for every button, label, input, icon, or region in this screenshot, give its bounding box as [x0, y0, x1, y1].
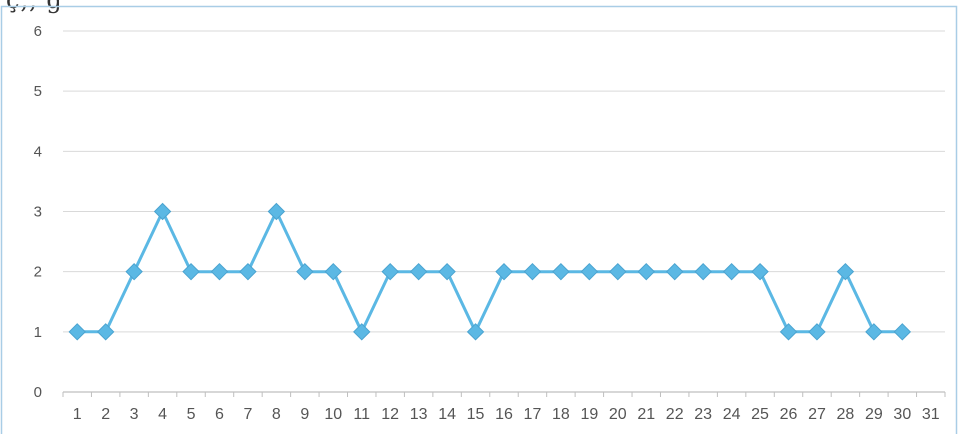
data-point-23 [694, 262, 712, 281]
x-tick-label-21: 21 [637, 406, 655, 423]
data-point-25 [751, 262, 769, 281]
data-point-12 [381, 262, 399, 281]
data-point-8 [267, 202, 286, 221]
data-point-29 [865, 323, 883, 341]
data-point-9 [296, 262, 314, 281]
x-tick-label-22: 22 [666, 406, 684, 423]
data-point-18 [552, 262, 570, 281]
data-point-19 [580, 262, 599, 281]
x-tick-label-29: 29 [865, 406, 883, 423]
data-point-20 [609, 262, 627, 281]
x-tick-label-17: 17 [524, 406, 542, 423]
x-tick-label-12: 12 [381, 406, 399, 423]
x-tick-label-2: 2 [101, 406, 110, 423]
data-point-30 [893, 323, 912, 341]
x-tick-label-1: 1 [73, 406, 82, 423]
data-point-1 [68, 323, 86, 341]
x-tick-label-3: 3 [130, 406, 139, 423]
data-point-15 [466, 323, 485, 341]
x-tick-label-8: 8 [272, 406, 281, 423]
x-tick-label-7: 7 [243, 406, 252, 423]
y-tick-label-1: 1 [34, 324, 42, 341]
x-tick-label-31: 31 [922, 406, 940, 423]
data-point-3 [125, 262, 143, 281]
chart-frame [0, 5, 958, 434]
y-tick-label-4: 4 [34, 143, 42, 160]
y-tick-label-5: 5 [34, 83, 42, 100]
data-point-4 [153, 202, 172, 221]
x-tick-label-15: 15 [467, 406, 485, 423]
x-tick-label-13: 13 [410, 406, 428, 423]
x-tick-label-6: 6 [215, 406, 224, 423]
data-point-11 [353, 323, 371, 341]
x-tick-label-24: 24 [723, 406, 741, 423]
y-tick-label-0: 0 [34, 384, 42, 401]
x-tick-label-28: 28 [837, 406, 855, 423]
data-point-16 [495, 262, 513, 281]
x-tick-label-10: 10 [324, 406, 342, 423]
data-point-26 [779, 323, 798, 341]
data-point-22 [666, 262, 684, 281]
data-point-10 [324, 262, 342, 281]
x-tick-label-26: 26 [780, 406, 798, 423]
data-point-28 [836, 262, 855, 281]
y-tick-label-2: 2 [34, 264, 42, 281]
x-tick-label-11: 11 [353, 406, 370, 423]
data-point-6 [210, 262, 229, 281]
data-point-24 [722, 262, 741, 281]
x-tick-label-30: 30 [893, 406, 911, 423]
y-tick-label-6: 6 [34, 23, 42, 40]
x-tick-label-25: 25 [751, 406, 769, 423]
data-point-27 [808, 323, 826, 341]
data-point-2 [96, 323, 115, 341]
data-point-5 [182, 262, 200, 281]
x-tick-label-19: 19 [580, 406, 598, 423]
y-tick-label-3: 3 [34, 204, 42, 221]
data-point-13 [409, 262, 428, 281]
data-point-14 [438, 262, 456, 281]
x-tick-label-14: 14 [438, 406, 456, 423]
x-tick-label-27: 27 [808, 406, 826, 423]
x-tick-label-23: 23 [694, 406, 712, 423]
x-tick-label-5: 5 [187, 406, 196, 423]
data-point-21 [637, 262, 655, 281]
x-tick-label-18: 18 [552, 406, 570, 423]
data-point-17 [523, 262, 542, 281]
x-tick-label-16: 16 [495, 406, 513, 423]
x-tick-label-4: 4 [158, 406, 167, 423]
x-tick-label-9: 9 [300, 406, 309, 423]
data-point-7 [239, 262, 257, 281]
x-tick-label-20: 20 [609, 406, 627, 423]
